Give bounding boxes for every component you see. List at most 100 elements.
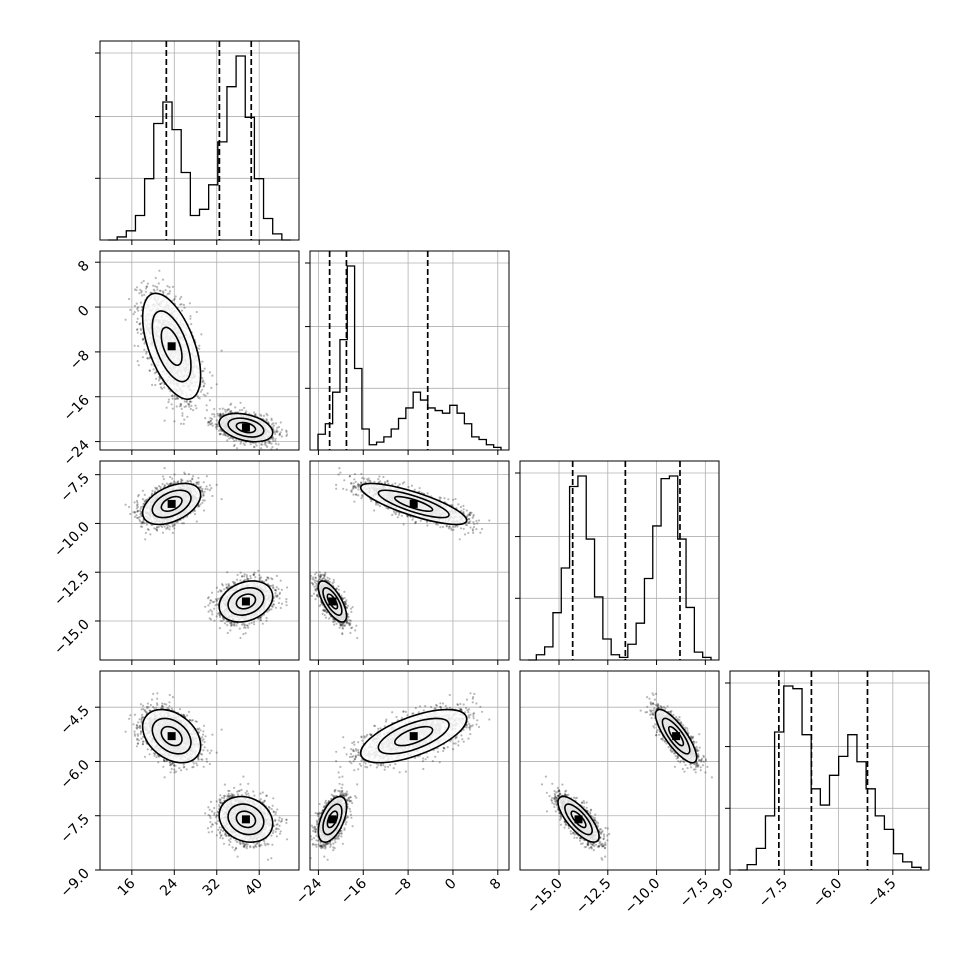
- sample-point: [172, 408, 174, 410]
- y-tick-label: −24: [61, 437, 93, 469]
- sample-point: [180, 296, 182, 298]
- sample-point: [136, 329, 138, 331]
- sample-point: [259, 414, 261, 416]
- sample-point: [239, 409, 241, 411]
- sample-point: [125, 319, 127, 321]
- sample-point: [173, 420, 175, 422]
- sample-point: [189, 318, 191, 320]
- sample-point: [128, 298, 130, 300]
- sample-point: [277, 443, 279, 445]
- mode-peak-1: [242, 424, 250, 432]
- sample-point: [276, 427, 278, 429]
- sample-point: [213, 408, 215, 410]
- sample-point: [215, 426, 217, 428]
- sample-point: [245, 410, 247, 412]
- sample-point: [271, 423, 273, 425]
- sample-point: [153, 368, 155, 370]
- sample-point: [199, 397, 201, 399]
- sample-point: [196, 311, 198, 313]
- sample-point: [141, 294, 143, 296]
- sample-point: [140, 333, 142, 335]
- sample-point: [271, 446, 273, 448]
- sample-point: [144, 494, 146, 496]
- sample-point: [270, 443, 272, 445]
- sample-point: [167, 401, 169, 403]
- sample-point: [181, 412, 183, 414]
- sample-point: [172, 398, 174, 400]
- sample-point: [139, 289, 141, 291]
- sample-point: [154, 384, 156, 386]
- sample-point: [171, 403, 173, 405]
- sample-point: [202, 379, 204, 381]
- sample-point: [189, 315, 191, 317]
- sample-point: [168, 292, 170, 294]
- sample-point: [201, 361, 203, 363]
- sample-point: [201, 389, 203, 391]
- sample-point: [204, 383, 206, 385]
- sample-point: [211, 413, 213, 415]
- sample-point: [153, 289, 155, 291]
- sample-point: [139, 323, 141, 325]
- sample-point: [136, 286, 138, 288]
- sample-point: [255, 444, 257, 446]
- sample-point: [180, 303, 182, 305]
- sample-point: [265, 413, 267, 415]
- sample-point: [198, 345, 200, 347]
- sample-point: [142, 338, 144, 340]
- panel-1-1: [305, 251, 509, 455]
- sample-point: [189, 400, 191, 402]
- sample-point: [146, 524, 148, 526]
- sample-point: [204, 395, 206, 397]
- sample-point: [201, 377, 203, 379]
- sample-point: [147, 283, 149, 285]
- sample-point: [266, 418, 268, 420]
- sample-point: [159, 290, 161, 292]
- panel-1-0: −24−16−808: [61, 251, 299, 469]
- sample-point: [164, 467, 166, 469]
- sample-point: [236, 447, 238, 449]
- sample-point: [162, 483, 164, 485]
- sample-point: [181, 408, 183, 410]
- sample-point: [234, 406, 236, 408]
- sample-point: [154, 372, 156, 374]
- sample-point: [162, 290, 164, 292]
- sample-point: [180, 423, 182, 425]
- sample-point: [216, 419, 218, 421]
- sample-point: [219, 433, 221, 435]
- sample-point: [179, 298, 181, 300]
- sample-point: [183, 304, 185, 306]
- sample-point: [226, 439, 228, 441]
- panel-frame: [100, 251, 299, 450]
- sample-point: [281, 429, 283, 431]
- sample-point: [233, 440, 235, 442]
- sample-point: [162, 279, 164, 281]
- sample-point: [140, 329, 142, 331]
- sample-point: [210, 420, 212, 422]
- sample-point: [148, 357, 150, 359]
- sample-point: [145, 291, 147, 293]
- sample-point: [271, 419, 273, 421]
- sample-point: [151, 364, 153, 366]
- sample-point: [181, 415, 183, 417]
- sample-point: [183, 307, 185, 309]
- sample-point: [218, 430, 220, 432]
- sample-point: [224, 409, 226, 411]
- sample-point: [204, 417, 206, 419]
- sample-point: [136, 303, 138, 305]
- sample-point: [164, 420, 166, 422]
- sample-point: [142, 498, 144, 500]
- sample-point: [216, 424, 218, 426]
- sample-point: [229, 404, 231, 406]
- sample-point: [137, 318, 139, 320]
- sample-point: [211, 375, 213, 377]
- sample-point: [183, 423, 185, 425]
- sample-point: [285, 430, 287, 432]
- histogram-1: [318, 266, 501, 450]
- sample-point: [168, 286, 170, 288]
- sample-point: [272, 440, 274, 442]
- sample-point: [216, 428, 218, 430]
- sample-point: [137, 345, 139, 347]
- sample-point: [160, 386, 162, 388]
- sample-point: [134, 305, 136, 307]
- sample-point: [204, 368, 206, 370]
